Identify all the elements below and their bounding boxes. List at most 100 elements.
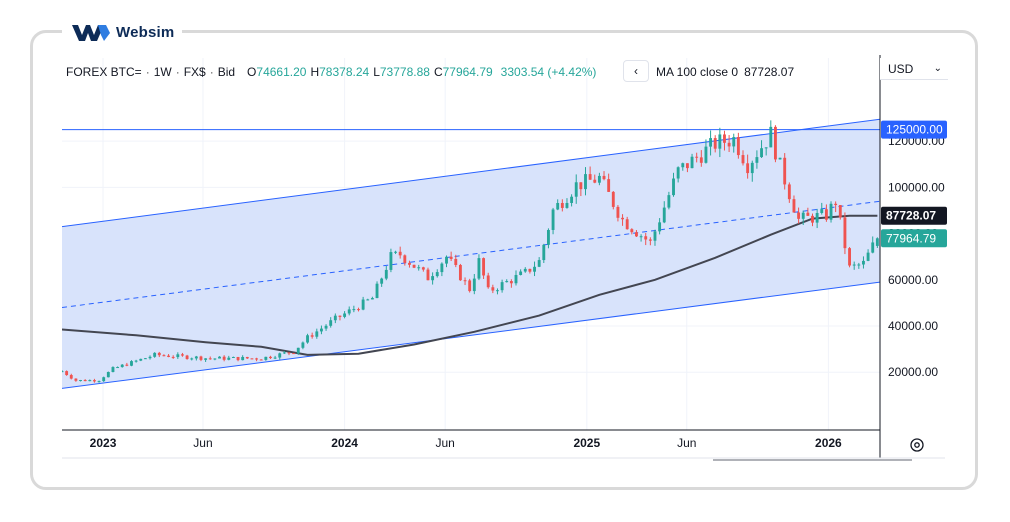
candle-body <box>125 364 129 366</box>
candle-body <box>176 354 180 358</box>
currency-select[interactable]: USD ⌄ <box>880 58 948 80</box>
candle-body <box>588 174 592 180</box>
feed-label: Bid <box>217 65 236 79</box>
candle-body <box>79 380 82 382</box>
candle-body <box>519 271 523 275</box>
candle-body <box>690 156 694 169</box>
candle-body <box>477 258 481 279</box>
candle-body <box>523 268 527 272</box>
candle-body <box>672 178 675 196</box>
x-tick-label: Jun <box>436 436 455 450</box>
candle-body <box>370 298 374 300</box>
candle-body <box>310 335 314 337</box>
candle-body <box>213 358 217 360</box>
candle-body <box>560 202 564 208</box>
candle-body <box>389 252 393 270</box>
candle-body <box>653 231 657 241</box>
candle-body <box>287 352 291 354</box>
candle-body <box>445 256 448 264</box>
candle-body <box>848 248 851 266</box>
candle-body <box>616 206 620 218</box>
currency-label: USD <box>888 61 914 76</box>
low-value: 73778.88 <box>379 65 430 79</box>
candle-body <box>611 191 615 207</box>
candle-body <box>273 357 277 359</box>
candle-body <box>204 358 208 360</box>
x-tick-label: Jun <box>677 436 696 450</box>
candle-body <box>658 222 662 232</box>
candle-body <box>607 179 611 192</box>
candle-body <box>602 175 606 180</box>
candle-body <box>621 217 624 220</box>
candle-body <box>514 274 518 284</box>
candle-body <box>509 281 513 284</box>
candle-body <box>482 258 486 276</box>
change-value: 3303.54 (+4.42%) <box>500 65 597 79</box>
x-tick-label: 2026 <box>815 436 842 450</box>
candle-body <box>431 276 435 281</box>
candle-body <box>398 251 402 256</box>
candle-body <box>394 251 397 253</box>
candle-body <box>458 264 462 281</box>
candle-body <box>505 281 509 283</box>
candle-body <box>852 264 856 266</box>
candle-body <box>65 371 69 376</box>
price-label-text: 125000.00 <box>886 123 943 137</box>
candle-body <box>648 239 652 241</box>
candle-body <box>593 179 597 183</box>
candle-body <box>486 275 490 288</box>
collapse-legend-button[interactable]: ‹ <box>623 60 649 82</box>
ma-legend[interactable]: MA 100 close 0 87728.07 <box>656 65 794 79</box>
candle-body <box>773 126 777 160</box>
candle-body <box>570 196 574 203</box>
gear-icon[interactable] <box>908 436 926 454</box>
candle-body <box>245 356 249 359</box>
candle-body <box>417 267 421 269</box>
candle-body <box>732 137 736 147</box>
candle-body <box>718 134 722 149</box>
candle-body <box>537 260 541 267</box>
candle-body <box>380 278 384 284</box>
candle-body <box>500 282 504 291</box>
candle-body <box>783 157 787 185</box>
candle-body <box>185 355 189 359</box>
symbol-name[interactable]: FOREX BTC= <box>66 65 142 79</box>
high-label: H <box>310 65 320 79</box>
close-label: C <box>433 65 443 79</box>
high-value: 78378.24 <box>319 65 370 79</box>
candle-body <box>329 320 333 326</box>
candle-body <box>681 163 685 168</box>
x-tick-label: Jun <box>193 436 212 450</box>
candle-body <box>338 315 342 317</box>
price-label-dark: 87728.07 <box>881 206 947 225</box>
candle-body <box>704 146 708 163</box>
candle-body <box>167 355 170 357</box>
price-label-text: 77964.79 <box>886 231 936 245</box>
candle-body <box>106 371 110 378</box>
candle-body <box>69 375 73 379</box>
chevron-down-icon: ⌄ <box>933 63 942 74</box>
channel-fill <box>62 119 880 389</box>
candle-body <box>468 280 472 292</box>
candle-body <box>171 356 175 358</box>
interval-label[interactable]: 1W <box>153 65 172 79</box>
candle-body <box>366 299 370 301</box>
candle-body <box>162 355 166 357</box>
channel-middle-line <box>62 200 880 309</box>
candle-body <box>181 354 184 356</box>
candle-body <box>319 328 323 332</box>
candle-body <box>741 155 745 164</box>
candle-body <box>875 238 879 246</box>
candle-body <box>120 364 124 368</box>
candle-body <box>130 361 133 366</box>
price-label-blue: 125000.00 <box>881 120 947 139</box>
candle-body <box>546 229 550 245</box>
candle-body <box>584 174 587 190</box>
y-tick-label: 20000.00 <box>888 365 938 379</box>
candle-body <box>357 309 360 311</box>
candle-body <box>709 138 713 147</box>
candle-body <box>333 315 337 321</box>
channel-upper-line <box>62 118 880 228</box>
candle-body <box>662 207 666 223</box>
